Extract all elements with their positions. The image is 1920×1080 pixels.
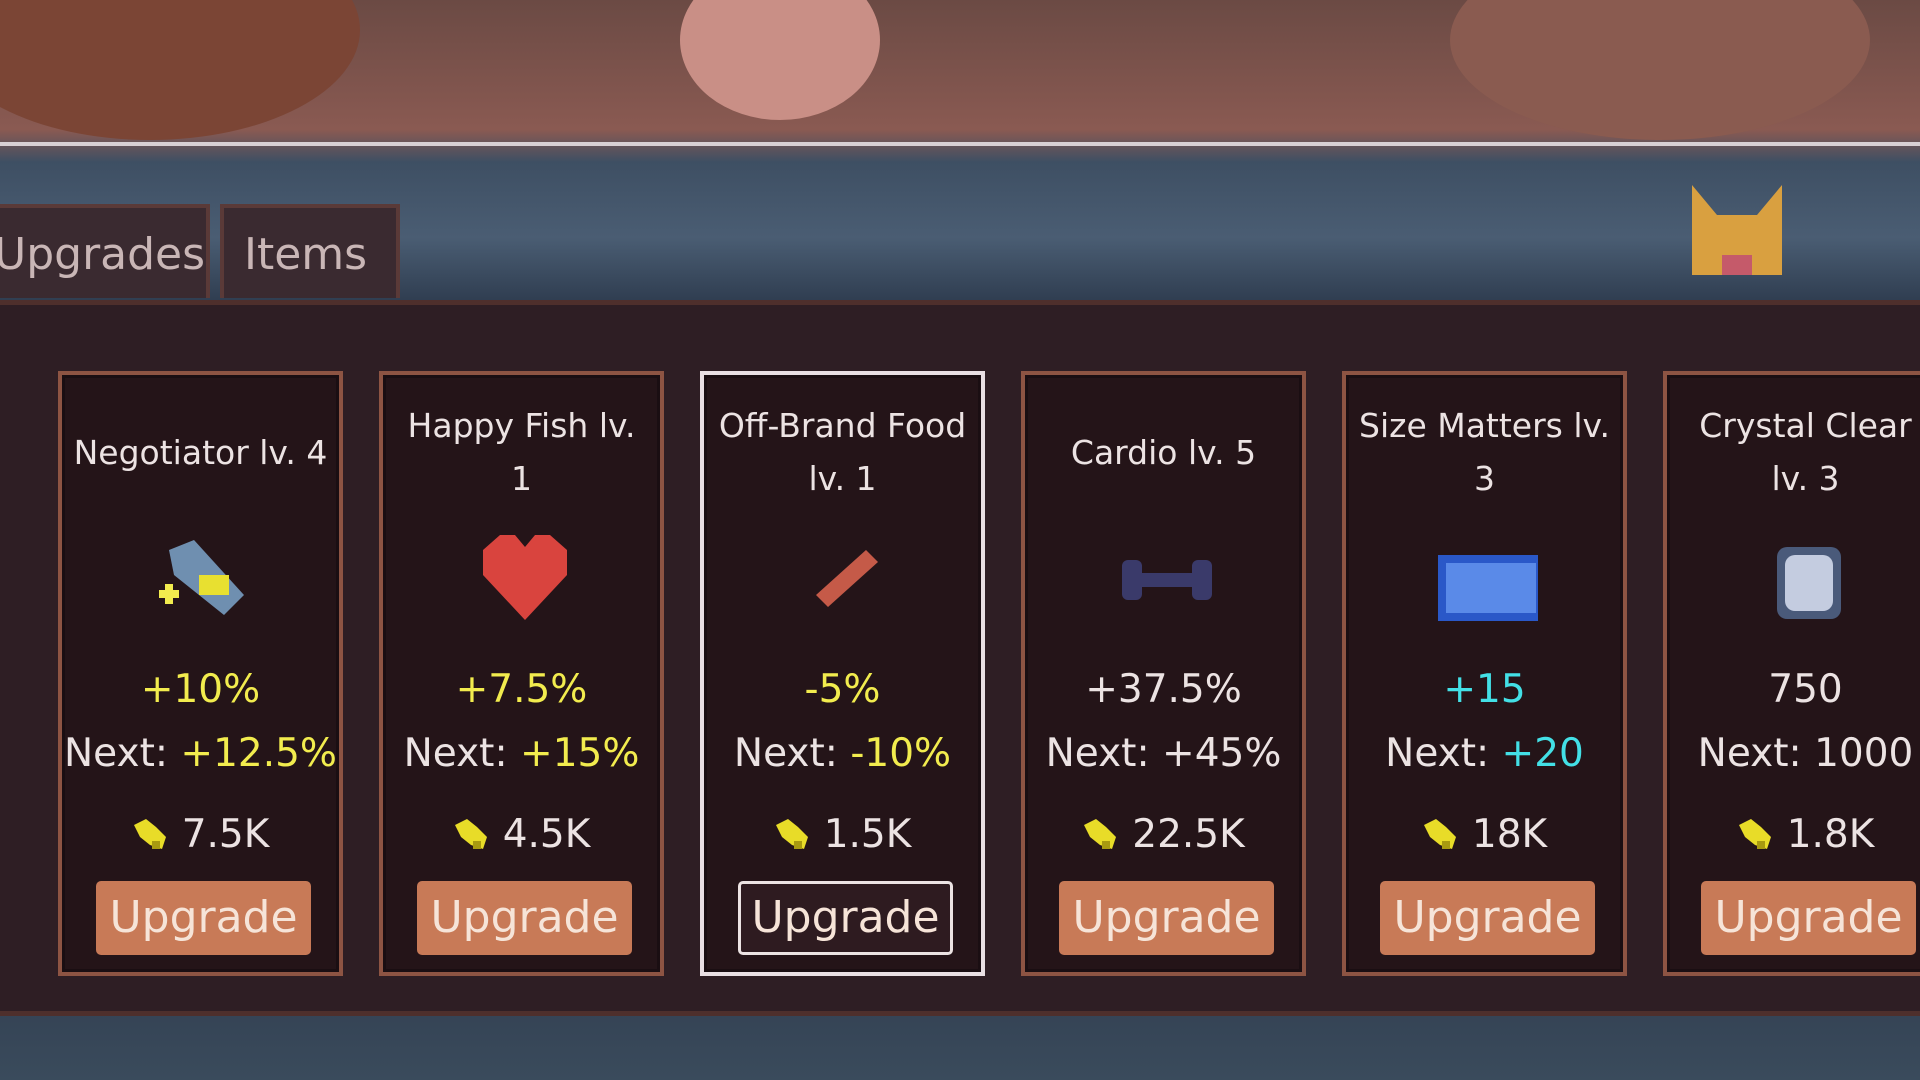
cost-row: 18K (1346, 812, 1623, 857)
cost-row: 7.5K (62, 812, 339, 857)
next-label: Next: (64, 731, 168, 776)
next-value-row: Next: 1000 (1667, 731, 1920, 776)
card-title: Off-Brand Food lv. 1 (718, 406, 967, 498)
next-label: Next: (1385, 731, 1490, 776)
cost-row: 1.8K (1667, 812, 1920, 857)
upgrade-icon (159, 540, 244, 615)
next-value: 1000 (1814, 731, 1914, 776)
next-label: Next: (403, 731, 508, 776)
background-decor (1450, 0, 1870, 140)
upgrade-card: Off-Brand Food lv. 1 -5% Next: -10% 1.5K Upg… (700, 371, 985, 976)
card-title: Negotiator lv. 4 (73, 432, 328, 472)
upgrade-button[interactable]: Upgrade (1701, 881, 1916, 955)
next-value-row: Next: +12.5% (62, 731, 339, 776)
cost-value: 18K (1471, 812, 1548, 857)
upgrade-card: Cardio lv. 5 +37.5% Next: +45% 22.5K Upgrade (1021, 371, 1306, 976)
divider (0, 142, 1920, 146)
upgrade-button[interactable]: Upgrade (1059, 881, 1274, 955)
next-label: Next: (1045, 731, 1150, 776)
coin-icon (1084, 819, 1117, 849)
upgrade-button[interactable]: Upgrade (96, 881, 311, 955)
current-value: +10% (140, 667, 261, 712)
coin-icon (1423, 819, 1456, 849)
cat-icon (1692, 185, 1782, 275)
card-title: Size Matters lv. 3 (1359, 406, 1610, 498)
upgrade-card: Negotiator lv. 4 +10% Next: +12.5% 7.5K Upgr… (58, 371, 343, 976)
current-value: -5% (804, 667, 881, 712)
next-value: +20 (1501, 731, 1584, 776)
upgrade-icon (1438, 555, 1538, 621)
next-value: -10% (850, 731, 952, 776)
coin-icon (775, 819, 808, 849)
next-label: Next: (733, 731, 838, 776)
cost-row: 4.5K (383, 812, 660, 857)
coin-icon (454, 819, 487, 849)
card-title: Cardio lv. 5 (1070, 432, 1257, 472)
next-value-row: Next: +20 (1346, 731, 1623, 776)
next-value: +15% (520, 731, 640, 776)
tab[interactable]: Items (220, 204, 400, 298)
upgrade-icon (1777, 547, 1841, 619)
upgrade-card: Crystal Clear lv. 3 750 Next: 1000 1.8K Upgr… (1663, 371, 1920, 976)
next-value: +12.5% (180, 731, 337, 776)
next-value-row: Next: -10% (704, 731, 981, 776)
coin-icon (1738, 819, 1771, 849)
upgrade-button[interactable]: Upgrade (417, 881, 632, 955)
upgrade-icon (816, 550, 878, 607)
upgrade-icon (483, 535, 567, 620)
background-decor (0, 0, 360, 140)
coin-icon (133, 819, 166, 849)
cost-value: 7.5K (181, 812, 270, 857)
background-decor (680, 0, 880, 120)
cost-value: 22.5K (1132, 812, 1245, 857)
upgrade-icon (1122, 560, 1212, 600)
upgrade-card: Size Matters lv. 3 +15 Next: +20 18K Upgrade (1342, 371, 1627, 976)
tab[interactable]: Upgrades (0, 204, 210, 298)
cost-row: 22.5K (1025, 812, 1302, 857)
upgrade-button[interactable]: Upgrade (738, 881, 953, 955)
current-value: +7.5% (455, 667, 588, 712)
next-value: +45% (1162, 731, 1282, 776)
next-label: Next: (1697, 731, 1802, 776)
cost-value: 1.8K (1786, 812, 1875, 857)
cost-value: 1.5K (823, 812, 912, 857)
cost-value: 4.5K (502, 812, 591, 857)
cost-row: 1.5K (704, 812, 981, 857)
upgrade-button[interactable]: Upgrade (1380, 881, 1595, 955)
upgrade-card: Happy Fish lv. 1 +7.5% Next: +15% 4.5K Upgra… (379, 371, 664, 976)
card-title: Crystal Clear lv. 3 (1699, 406, 1912, 498)
card-title: Happy Fish lv. 1 (407, 406, 636, 498)
current-value: 750 (1768, 667, 1843, 712)
next-value-row: Next: +15% (383, 731, 660, 776)
current-value: +37.5% (1085, 667, 1242, 712)
current-value: +15 (1443, 667, 1526, 712)
next-value-row: Next: +45% (1025, 731, 1302, 776)
